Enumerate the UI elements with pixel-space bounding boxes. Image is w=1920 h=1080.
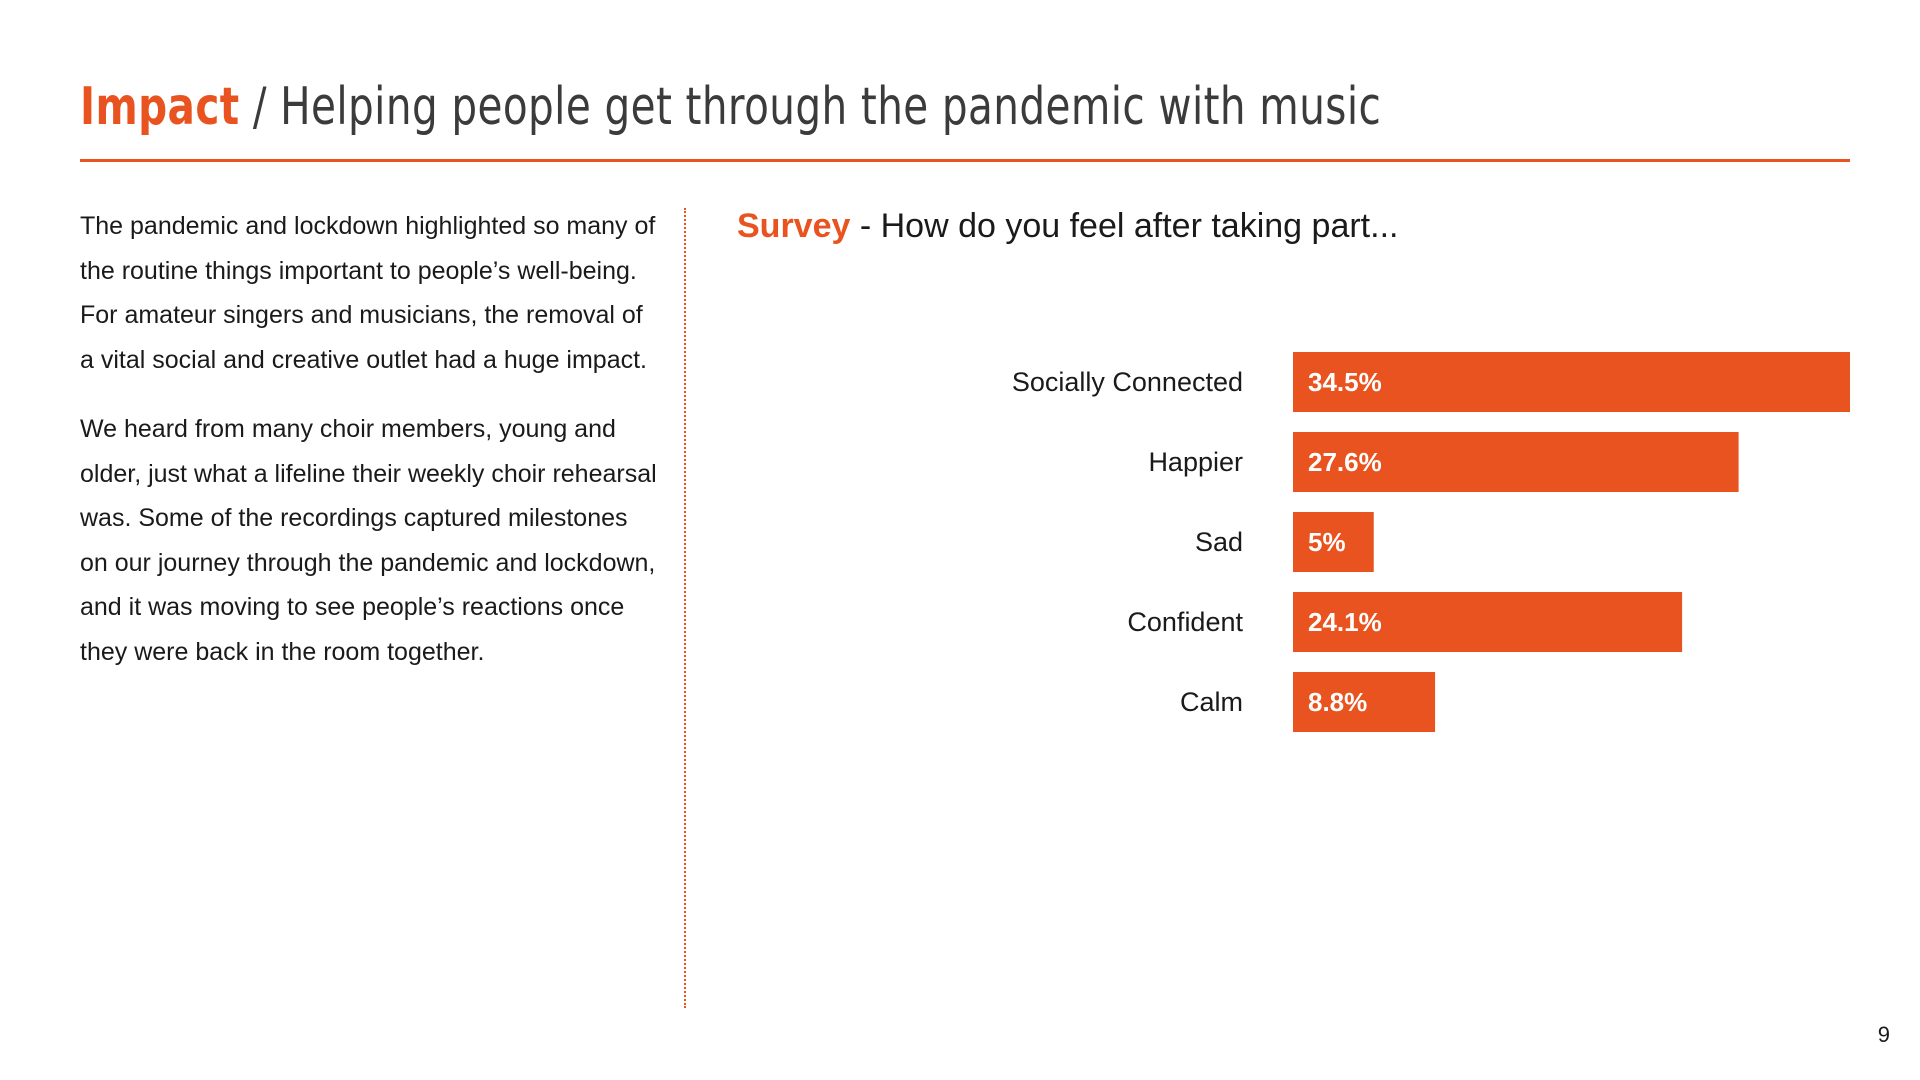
value-label-happier: 27.6% bbox=[1308, 447, 1382, 477]
category-label-happier: Happier bbox=[1148, 447, 1243, 477]
survey-title-text: - How do you feel after taking part... bbox=[850, 207, 1399, 245]
bar-happier bbox=[1293, 432, 1739, 492]
bar-sad bbox=[1293, 512, 1374, 572]
bar-socially-connected bbox=[1293, 352, 1850, 412]
survey-title-accent: Survey bbox=[737, 207, 851, 245]
page-title-text: Helping people get through the pandemic … bbox=[280, 77, 1382, 137]
body-paragraph-2: We heard from many choir members, young … bbox=[80, 415, 657, 666]
page-number: 9 bbox=[1877, 1022, 1890, 1047]
bar-calm bbox=[1293, 672, 1436, 732]
value-label-sad: 5% bbox=[1308, 527, 1346, 557]
page-header: Impact / Helping people get through the … bbox=[80, 72, 1850, 162]
bar-confident bbox=[1293, 592, 1683, 652]
page-title: Impact / Helping people get through the … bbox=[80, 72, 1381, 142]
value-label-calm: 8.8% bbox=[1308, 687, 1367, 717]
category-label-socially-connected: Socially Connected bbox=[1012, 367, 1243, 397]
category-label-sad: Sad bbox=[1195, 527, 1243, 557]
survey-bar-chart: Socially Connected 34.5% Happier 27.6% Sad 5%… bbox=[1012, 352, 1850, 732]
value-label-socially-connected: 34.5% bbox=[1308, 367, 1382, 397]
body-paragraph-1: The pandemic and lockdown highlighted so… bbox=[80, 212, 656, 374]
column-divider bbox=[684, 208, 686, 1008]
value-label-confident: 24.1% bbox=[1308, 607, 1382, 637]
page-title-separator: / bbox=[239, 77, 281, 137]
header-rule bbox=[80, 159, 1850, 162]
survey-title: Survey - How do you feel after taking pa… bbox=[737, 204, 1398, 248]
category-label-calm: Calm bbox=[1180, 687, 1243, 717]
page-title-accent: Impact bbox=[80, 77, 240, 137]
category-label-confident: Confident bbox=[1127, 607, 1243, 637]
body-text: The pandemic and lockdown highlighted so… bbox=[80, 204, 660, 699]
